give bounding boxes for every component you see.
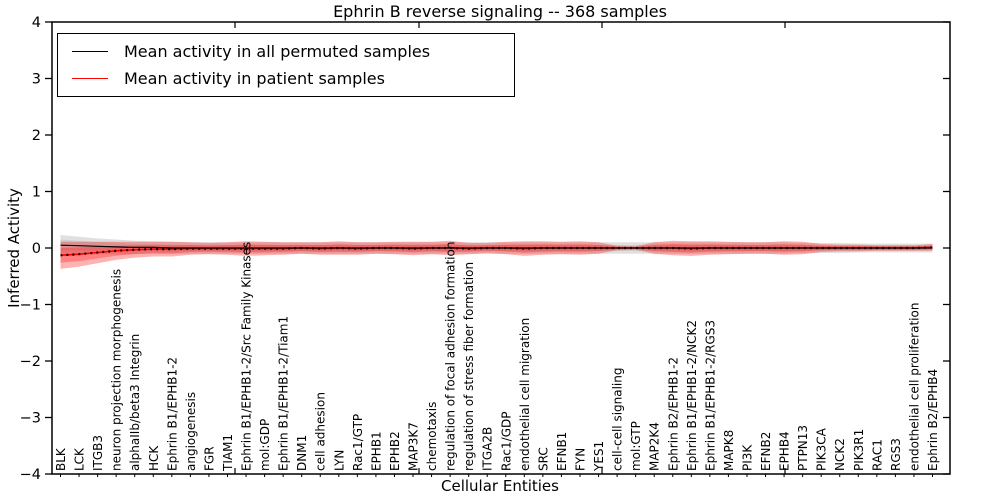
- x-entity-label: MAP2K4: [648, 422, 662, 471]
- x-entity-label: EFNB1: [555, 432, 569, 471]
- x-entity-label: LYN: [332, 450, 346, 471]
- x-entity-label: endothelial cell proliferation: [907, 303, 921, 471]
- x-entity-label: FGR: [202, 446, 216, 471]
- legend-entry-patient: Mean activity in patient samples: [58, 69, 514, 88]
- x-entity-label: alphaIIb/beta3 Integrin: [128, 334, 142, 471]
- x-entity-label: EPHB2: [388, 431, 402, 471]
- x-entity-label: chemotaxis: [425, 402, 439, 471]
- chart-title: Ephrin B reverse signaling -- 368 sample…: [333, 2, 667, 21]
- x-entity-label: cell-cell signaling: [611, 368, 625, 472]
- permuted-line-swatch: [72, 51, 108, 52]
- x-entity-label: Ephrin B1/EPHB1-2/Tiam1: [277, 316, 291, 471]
- x-entity-label: endothelial cell migration: [518, 318, 532, 471]
- x-entity-label: mol:GDP: [258, 419, 272, 471]
- permuted-std-band: [60, 235, 933, 256]
- x-entity-label: EFNB2: [759, 432, 773, 471]
- x-entity-label: FYN: [573, 448, 587, 471]
- x-entity-label: Ephrin B1/EPHB1-2/RGS3: [703, 320, 717, 471]
- y-tick-label: −1: [20, 298, 41, 314]
- x-entity-label: PIK3R1: [852, 429, 866, 471]
- x-entity-label: cell adhesion: [314, 392, 328, 471]
- y-tick-label: 1: [32, 185, 41, 201]
- x-entity-label: ITGA2B: [481, 427, 495, 471]
- y-tick-label: 4: [32, 15, 41, 31]
- y-tick-label: −2: [20, 354, 41, 370]
- x-entity-label: neuron projection morphogenesis: [110, 269, 124, 471]
- x-entity-label: TIAM1: [221, 434, 235, 472]
- x-entity-label: SRC: [536, 447, 550, 471]
- x-entity-label: Ephrin B2/EPHB1-2: [666, 357, 680, 471]
- x-entity-label: RGS3: [889, 438, 903, 471]
- x-entity-label: regulation of focal adhesion formation: [444, 242, 458, 471]
- y-tick-label: −3: [20, 411, 41, 427]
- y-tick-label: 2: [32, 128, 41, 144]
- y-tick-label: −4: [20, 467, 41, 483]
- x-entity-label: LCK: [73, 447, 87, 471]
- x-entity-label: Ephrin B2/EPHB4: [926, 369, 940, 471]
- x-entity-label: BLK: [54, 447, 68, 471]
- x-entity-label: ITGB3: [91, 435, 105, 471]
- x-entity-label: MAP3K7: [407, 422, 421, 471]
- legend-box: Mean activity in all permuted samples Me…: [57, 33, 515, 97]
- x-entity-label: PTPN13: [796, 425, 810, 471]
- x-entity-label: Rac1/GDP: [499, 412, 513, 471]
- x-entity-label: MAPK8: [722, 430, 736, 471]
- x-entity-label: angiogenesis: [184, 392, 198, 471]
- x-entity-label: HCK: [147, 445, 161, 471]
- x-entity-label: NCK2: [833, 438, 847, 471]
- x-entity-label: DNM1: [295, 435, 309, 471]
- legend-label-patient: Mean activity in patient samples: [124, 69, 385, 88]
- x-entity-label: RAC1: [870, 439, 884, 471]
- legend-label-permuted: Mean activity in all permuted samples: [124, 42, 431, 61]
- patient-line-swatch: [72, 78, 108, 79]
- x-entity-label: YES1: [592, 441, 606, 472]
- x-entity-label: EPHB1: [369, 431, 383, 471]
- x-entity-label: mol:GTP: [629, 421, 643, 471]
- x-entity-label: regulation of stress fiber formation: [462, 262, 476, 471]
- x-entity-label: Ephrin B1/EPHB1-2/NCK2: [685, 320, 699, 471]
- y-tick-label: 3: [32, 72, 41, 88]
- x-entity-label: EPHB4: [778, 431, 792, 471]
- x-entity-label: PIK3CA: [815, 427, 829, 471]
- legend-entry-permuted: Mean activity in all permuted samples: [58, 42, 514, 61]
- x-entity-label: PI3K: [740, 444, 754, 471]
- x-axis-label: Cellular Entities: [441, 477, 559, 495]
- x-entity-label: Rac1/GTP: [351, 414, 365, 471]
- x-entity-label: Ephrin B1/EPHB1-2: [165, 357, 179, 471]
- y-tick-label: 0: [32, 241, 41, 257]
- mean-dotted-markers: [60, 246, 933, 257]
- x-entity-label: Ephrin B1/EPHB1-2/Src Family Kinases: [240, 242, 254, 471]
